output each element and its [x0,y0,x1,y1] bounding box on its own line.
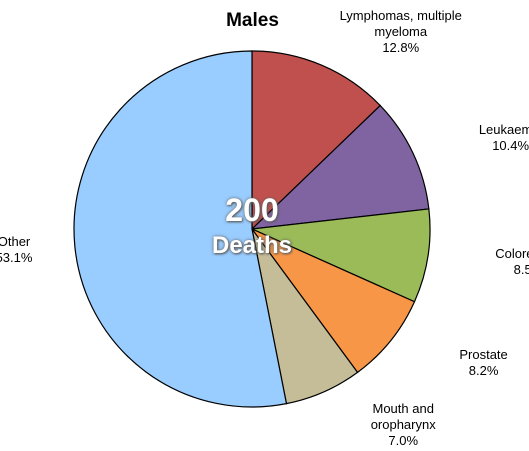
category-label: Leukaemia [478,121,529,137]
pie-slice [73,50,288,408]
slice-label: Other53.1% [0,234,59,266]
value-label: 7.0% [388,432,419,448]
value-label: 10.4% [492,137,529,153]
slice-label: Mouth and oropharynx 7.0% [338,401,468,449]
category-label: Mouth and oropharynx [370,400,436,432]
value-label: 53.1% [0,249,33,265]
value-label: 8.5% [513,261,529,277]
slice-label: Lymphomas, multiple myeloma 12.8% [336,8,466,56]
pie-slice [250,104,430,230]
chart-title: Males [226,10,279,31]
category-label: Colorectum [495,245,529,261]
slice-label: Prostate 8.2% [419,347,529,379]
slice-label: Colorectum8.5% [463,246,529,278]
slice-label: Leukaemia10.4% [446,122,529,154]
category-label: Prostate [459,347,508,363]
category-label: Lymphomas, multiple myeloma [339,8,462,40]
category-label: Other [0,233,31,249]
center-text: Deaths [211,232,293,259]
pie-slice [249,208,431,303]
pie-slice [250,227,416,374]
value-label: 12.8% [382,40,420,56]
pie-slice [251,50,382,231]
value-label: 8.2% [468,363,499,379]
center-value: 200 [225,192,279,228]
